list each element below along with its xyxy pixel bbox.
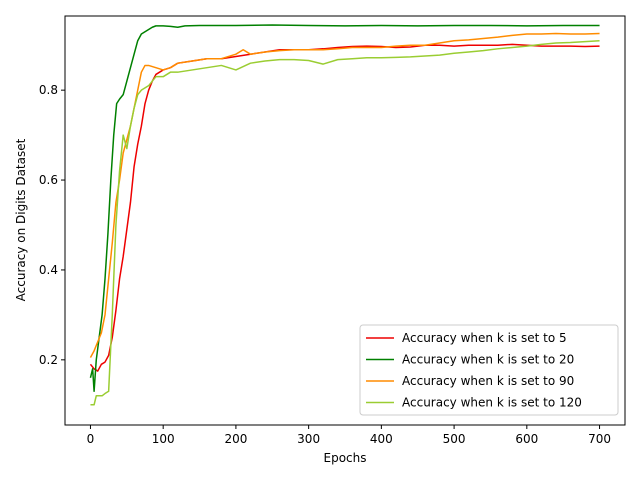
x-tick-label: 400 — [370, 432, 393, 446]
plot-frame — [64, 15, 626, 426]
x-axis-label: Epochs — [324, 451, 367, 465]
y-tick-label: 0.8 — [39, 83, 58, 97]
y-tick-label: 0.6 — [39, 173, 58, 187]
y-axis-label: Accuracy on Digits Dataset — [14, 138, 28, 301]
series-line-4 — [90, 39, 600, 406]
legend-entry-label: Accuracy when k is set to 5 — [402, 331, 567, 345]
x-tick-label: 700 — [588, 432, 611, 446]
x-tick-label: 300 — [297, 432, 320, 446]
legend-entry-label: Accuracy when k is set to 90 — [402, 374, 574, 388]
y-tick-label: 0.2 — [39, 353, 58, 367]
x-tick-label: 200 — [224, 432, 247, 446]
x-tick-label: 600 — [515, 432, 538, 446]
legend-entry-label: Accuracy when k is set to 120 — [402, 396, 582, 410]
series-line-2 — [89, 24, 600, 393]
series-line-3 — [89, 32, 600, 358]
legend-entry-label: Accuracy when k is set to 20 — [402, 353, 574, 367]
legend-box — [359, 324, 619, 416]
y-tick-label: 0.4 — [39, 263, 58, 277]
y-axis-ticks: 0.2 0.4 0.6 0.8 — [39, 83, 65, 367]
x-tick-label: 500 — [443, 432, 466, 446]
x-tick-label: 100 — [152, 432, 175, 446]
x-tick-label: 0 — [87, 432, 95, 446]
x-axis-ticks: 0 100 200 300 400 500 600 700 — [87, 425, 611, 446]
series-line-1 — [89, 43, 600, 372]
legend: Accuracy when k is set to 5 Accuracy when… — [359, 324, 619, 416]
plot-lines — [89, 24, 600, 406]
